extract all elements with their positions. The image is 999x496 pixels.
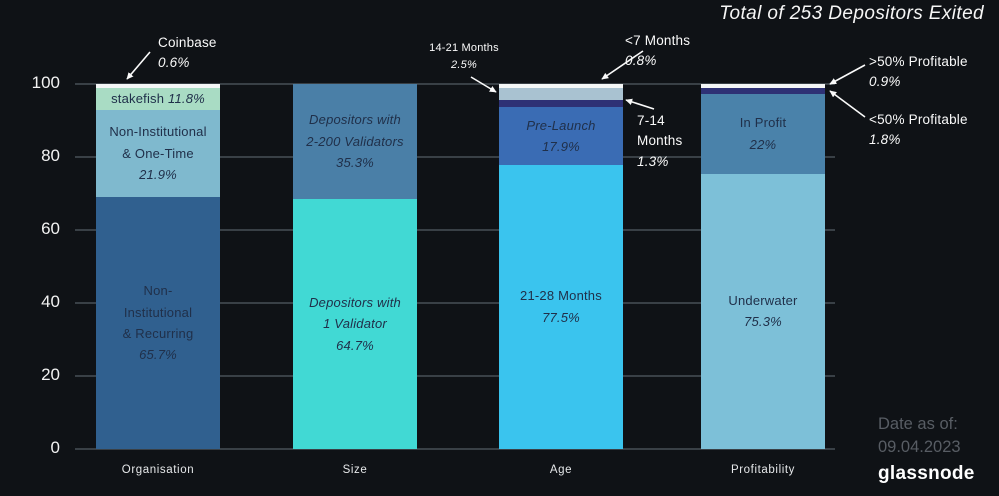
date-label: Date as of:: [878, 415, 958, 433]
segment-organisation-non-institutional-one-time: Non-Institutional & One-Time 21.9%: [96, 109, 220, 198]
segment-label-depositors-with-1-validator: Depositors with 1 Validator 64.7%: [309, 294, 401, 353]
y-tick-label-40: 40: [41, 292, 60, 311]
bar-organisation: stakefish 11.8% Non-Institutional & One-Ti…: [96, 84, 220, 449]
segment-label-depositors-with-2-200-validators: Depositors with 2-200 Validators 35.3%: [306, 112, 404, 171]
gridline-y-80: [75, 156, 835, 158]
segment-organisation-non-institutional-recurring: Non- Institutional & Recurring 65.7%: [96, 197, 220, 449]
gridline-y-20: [75, 375, 835, 377]
segment-age-pre-launch: Pre-Launch 17.9%: [499, 107, 623, 165]
chart-title: Total of 253 Depositors Exited: [719, 3, 984, 24]
gridline-y-60: [75, 229, 835, 231]
annotation-coinbase: Coinbase 0.6%: [158, 35, 217, 71]
annotation-lt-50-profitable: <50% Profitable 1.8%: [869, 112, 968, 148]
x-axis-label-profitability: Profitability: [730, 464, 796, 476]
annotation-gt-50-profitable: >50% Profitable 0.9%: [869, 54, 968, 90]
segment-label-underwater: Underwater 75.3%: [728, 292, 798, 330]
y-tick-label-20: 20: [41, 365, 60, 384]
annotation-arrow-gt-50-profitable: [829, 64, 866, 85]
date-value: 09.04.2023: [878, 438, 961, 457]
y-tick-label-0: 0: [50, 438, 60, 457]
segment-size-depositors-with-2-200-validators: Depositors with 2-200 Validators 35.3%: [293, 84, 417, 199]
segment-label-in-profit: In Profit 22%: [739, 115, 787, 152]
y-tick-label-80: 80: [41, 146, 60, 165]
date-as-of: Date as of: 09.04.2023: [878, 413, 961, 460]
segment-profitability-in-profit: In Profit 22%: [701, 93, 825, 174]
annotation-months-lt-7: <7 Months 0.8%: [625, 33, 691, 69]
bar-age: Pre-Launch 17.9% 21-28 Months 77.5%: [499, 84, 623, 449]
segment-label-pre-launch: Pre-Launch 17.9%: [526, 117, 596, 154]
gridline-y-100: [75, 83, 835, 85]
gridline-y-0: [75, 448, 835, 450]
x-axis-label-size: Size: [342, 464, 368, 476]
segment-age-14-21-months: [499, 88, 623, 101]
segment-organisation-stakefish: stakefish 11.8%: [96, 88, 220, 110]
segment-age-7-months: [499, 84, 623, 89]
segment-organisation-coinbase: [96, 84, 220, 88]
bar-profitability: In Profit 22% Underwater 75.3%: [701, 84, 825, 449]
segment-label-stakefish: stakefish 11.8%: [111, 91, 205, 107]
annotation-arrow-months-7-14: [625, 98, 655, 110]
annotation-arrow-lt-50-profitable: [829, 90, 866, 118]
segment-profitability-50-profitable: [701, 84, 825, 88]
segment-age-7-14-months: [499, 100, 623, 108]
y-tick-label-60: 60: [41, 219, 60, 238]
segment-label-non-institutional-one-time: Non-Institutional & One-Time 21.9%: [109, 124, 207, 183]
segment-profitability-50-profitable: [701, 88, 825, 94]
annotation-months-14-21: 14-21 Months 2.5%: [429, 42, 499, 71]
glassnode-logo: glassnode: [878, 463, 975, 484]
x-axis-label-age: Age: [549, 464, 573, 476]
annotation-months-7-14: 7-14 Months 1.3%: [637, 113, 683, 169]
segment-age-21-28-months: 21-28 Months 77.5%: [499, 164, 623, 449]
gridline-y-40: [75, 302, 835, 304]
x-axis-label-organisation: Organisation: [121, 464, 195, 476]
segment-size-depositors-with-1-validator: Depositors with 1 Validator 64.7%: [293, 198, 417, 449]
bar-size: Depositors with 2-200 Validators 35.3% Depo…: [293, 84, 417, 449]
annotation-arrow-coinbase: [126, 51, 151, 80]
y-tick-label-100: 100: [31, 73, 60, 92]
segment-profitability-underwater: Underwater 75.3%: [701, 173, 825, 449]
segment-label-21-28-months: 21-28 Months 77.5%: [520, 288, 602, 325]
segment-label-non-institutional-recurring: Non- Institutional & Recurring 65.7%: [122, 283, 194, 363]
